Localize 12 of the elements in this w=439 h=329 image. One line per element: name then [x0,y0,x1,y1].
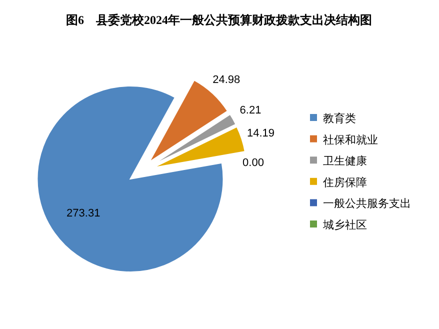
data-label: 14.19 [247,128,275,140]
chart-title: 图6 县委党校2024年一般公共预算财政拨款支出决结构图 [66,13,372,27]
legend-label: 卫生健康 [323,156,367,168]
data-label: 273.31 [66,208,100,220]
data-label: 6.21 [240,104,262,116]
legend-label: 社保和就业 [323,134,378,146]
text: 0.00 [242,157,264,170]
data-label: 24.98 [212,74,240,86]
legend-label: 一般公共服务支出 [323,198,411,210]
legend-label: 住房保障 [323,176,367,189]
legend-label: 教育类 [323,113,356,125]
legend-label: 城乡社区 [323,220,367,232]
